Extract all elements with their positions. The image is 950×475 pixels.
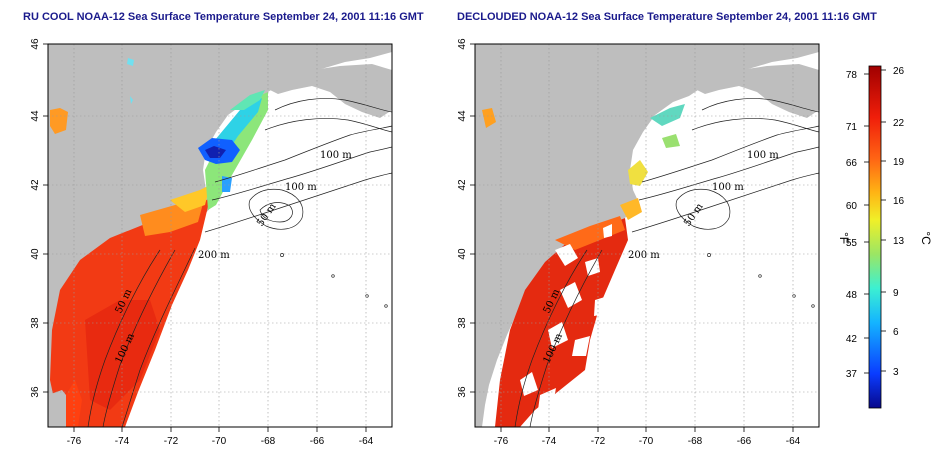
celsius-tick-label: 16 bbox=[893, 196, 905, 207]
celsius-tick-label: 9 bbox=[893, 288, 899, 299]
right-y-tick-label: 44 bbox=[457, 110, 468, 122]
left-x-tick-label: -74 bbox=[115, 436, 130, 447]
left-land bbox=[48, 44, 392, 427]
left-y-tick-label: 38 bbox=[30, 317, 41, 329]
left-map-frame bbox=[47, 43, 393, 428]
fahrenheit-tick-label: 37 bbox=[846, 369, 858, 380]
right-land bbox=[475, 44, 819, 427]
right-map-title: DECLOUDED NOAA-12 Sea Surface Temperatur… bbox=[457, 11, 877, 23]
fahrenheit-tick-label: 48 bbox=[846, 290, 858, 301]
right-y-tick-label: 42 bbox=[457, 179, 468, 191]
right-y-tick-label: 46 bbox=[457, 38, 468, 50]
colorbar-gradient bbox=[868, 65, 882, 409]
right-map-panel: 100 m 100 m 50 m 200 m 50 m 100 m -76 -7… bbox=[457, 38, 820, 447]
celsius-tick-label: 3 bbox=[893, 367, 899, 378]
right-y-tick-label: 38 bbox=[457, 317, 468, 329]
left-x-tick-label: -72 bbox=[164, 436, 179, 447]
celsius-tick-label: 22 bbox=[893, 118, 905, 129]
right-contour-label: 100 m bbox=[747, 150, 779, 161]
right-x-tick-label: -68 bbox=[688, 436, 703, 447]
left-x-tick-label: -64 bbox=[359, 436, 374, 447]
fahrenheit-tick-label: 42 bbox=[846, 334, 858, 345]
fahrenheit-tick-label: 78 bbox=[846, 70, 858, 81]
right-x-tick-label: -64 bbox=[786, 436, 801, 447]
colorbar: 78 71 66 60 55 48 42 37 26 22 19 16 13 9… bbox=[837, 65, 933, 409]
left-contour-label: 100 m bbox=[320, 150, 352, 161]
left-map-panel: 100 m 100 m 50 m 200 m 50 m 100 m -76 -7… bbox=[30, 38, 393, 447]
right-map-frame bbox=[474, 43, 820, 428]
right-y-tick-label: 40 bbox=[457, 248, 468, 260]
right-x-tick-label: -70 bbox=[639, 436, 654, 447]
left-x-tick-label: -70 bbox=[212, 436, 227, 447]
left-contour-label: 100 m bbox=[285, 182, 317, 193]
right-y-tick-label: 36 bbox=[457, 386, 468, 398]
left-contour-label: 200 m bbox=[198, 250, 230, 261]
right-x-tick-label: -66 bbox=[737, 436, 752, 447]
left-y-tick-label: 44 bbox=[30, 110, 41, 122]
celsius-tick-label: 13 bbox=[893, 236, 905, 247]
celsius-tick-label: 26 bbox=[893, 66, 905, 77]
right-contour-label: 100 m bbox=[712, 182, 744, 193]
left-y-tick-label: 42 bbox=[30, 179, 41, 191]
celsius-tick-label: 19 bbox=[893, 157, 905, 168]
fahrenheit-tick-label: 66 bbox=[846, 158, 858, 169]
right-x-tick-label: -76 bbox=[494, 436, 509, 447]
celsius-unit-label: °C bbox=[919, 231, 933, 245]
fahrenheit-unit-label: °F bbox=[837, 232, 851, 244]
left-x-tick-label: -76 bbox=[67, 436, 82, 447]
right-x-tick-label: -74 bbox=[542, 436, 557, 447]
fahrenheit-tick-label: 55 bbox=[846, 238, 858, 249]
right-contour-label: 200 m bbox=[628, 250, 660, 261]
left-y-tick-label: 36 bbox=[30, 386, 41, 398]
left-y-tick-label: 46 bbox=[30, 38, 41, 50]
celsius-tick-label: 6 bbox=[893, 327, 899, 338]
fahrenheit-tick-label: 71 bbox=[846, 122, 858, 133]
left-x-tick-label: -66 bbox=[310, 436, 325, 447]
fahrenheit-tick-label: 60 bbox=[846, 201, 858, 212]
left-x-tick-label: -68 bbox=[261, 436, 276, 447]
right-x-tick-label: -72 bbox=[591, 436, 606, 447]
left-y-tick-label: 40 bbox=[30, 248, 41, 260]
left-map-title: RU COOL NOAA-12 Sea Surface Temperature … bbox=[23, 11, 424, 23]
